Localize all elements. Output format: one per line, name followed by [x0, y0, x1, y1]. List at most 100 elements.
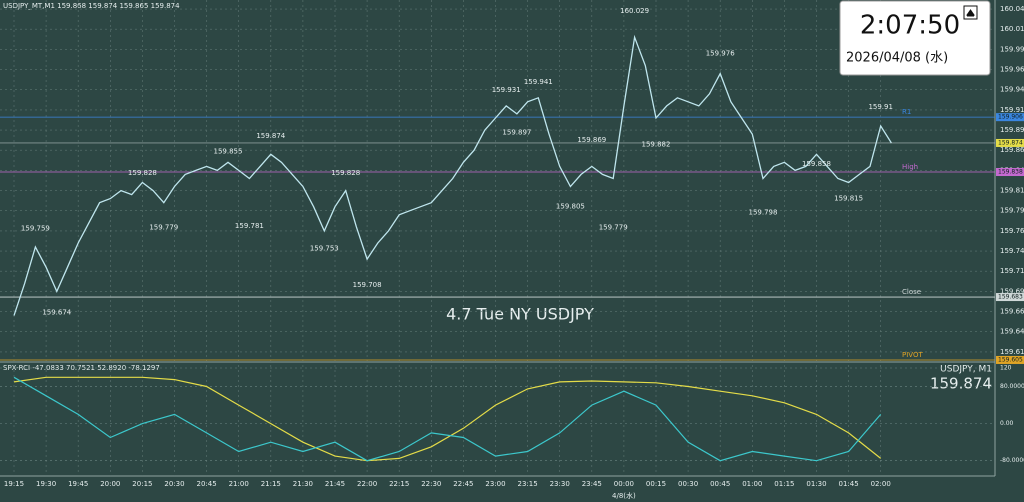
level-value: 159.838 — [998, 169, 1023, 176]
price-annotation: 159.779 — [599, 224, 628, 232]
x-tick-label: 00:15 — [646, 480, 666, 488]
price-annotation: 159.869 — [577, 136, 606, 144]
osc-tick-label: 80.0000 — [1000, 383, 1024, 390]
y-tick-label: 159.865 — [1000, 146, 1024, 154]
x-tick-label: 21:30 — [293, 480, 313, 488]
x-tick-label: 23:30 — [550, 480, 570, 488]
x-tick-label: 21:45 — [325, 480, 345, 488]
x-tick-label: 01:00 — [742, 480, 762, 488]
y-tick-label: 159.665 — [1000, 308, 1024, 316]
y-tick-label: 159.715 — [1000, 267, 1024, 275]
price-annotation: 159.874 — [256, 132, 285, 140]
y-tick-label: 160.015 — [1000, 25, 1024, 33]
x-tick-label: 20:00 — [100, 480, 120, 488]
price-annotation: 159.941 — [524, 78, 553, 86]
clock-box — [839, 0, 991, 76]
x-tick-label: 22:00 — [357, 480, 377, 488]
price-annotation: 159.781 — [235, 222, 264, 230]
x-tick-label: 01:30 — [806, 480, 826, 488]
x-tick-label: 20:15 — [132, 480, 152, 488]
y-tick-label: 159.615 — [1000, 348, 1024, 356]
clock-widget: 2:07:50 2026/04/08 (水) — [839, 0, 991, 76]
x-tick-label: 20:45 — [197, 480, 217, 488]
level-tag — [996, 355, 1024, 364]
level-name: R1 — [902, 108, 911, 116]
oscillator-line — [13, 376, 882, 462]
price-annotation: 159.828 — [331, 169, 360, 177]
x-tick-label: 20:30 — [164, 480, 184, 488]
x-tick-label: 00:30 — [678, 480, 698, 488]
y-tick-label: 159.890 — [1000, 126, 1024, 134]
price-annotation: 160.029 — [620, 7, 649, 15]
y-tick-label: 159.790 — [1000, 207, 1024, 215]
current-price-tag — [996, 138, 1024, 147]
y-tick-label: 159.740 — [1000, 247, 1024, 255]
x-tick-label: 22:45 — [453, 480, 473, 488]
osc-tick-label: 120 — [1000, 365, 1012, 372]
current-price-large: 159.874 — [930, 375, 992, 393]
level-name: Close — [902, 288, 921, 296]
x-tick-label: 22:30 — [421, 480, 441, 488]
date-label: 4/8(水) — [612, 491, 636, 500]
level-value: 159.906 — [998, 114, 1023, 121]
price-annotation: 159.815 — [834, 195, 863, 203]
level-value: 159.605 — [998, 356, 1023, 363]
y-tick-label: 159.765 — [1000, 227, 1024, 235]
x-tick-label: 00:00 — [614, 480, 634, 488]
y-tick-label: 159.690 — [1000, 287, 1024, 295]
x-tick-label: 19:30 — [36, 480, 56, 488]
chart-header: USDJPY_MT,M1 159.868 159.874 159.865 159… — [3, 2, 180, 10]
price-annotation: 159.897 — [502, 128, 531, 136]
oscillator-line — [13, 376, 882, 462]
x-tick-label: 00:45 — [710, 480, 730, 488]
clock-date: 2026/04/08 (水) — [846, 51, 948, 66]
x-tick-label: 01:45 — [839, 480, 859, 488]
price-annotation: 159.882 — [642, 141, 671, 149]
clock-icon-glyph — [966, 9, 975, 17]
price-line — [13, 34, 892, 316]
x-tick-label: 19:45 — [68, 480, 88, 488]
y-tick-label: 159.815 — [1000, 187, 1024, 195]
price-annotation: 159.976 — [706, 50, 735, 58]
clock-icon[interactable] — [963, 5, 978, 20]
y-tick-label: 159.940 — [1000, 86, 1024, 94]
level-tag — [996, 293, 1024, 302]
x-tick-label: 01:15 — [774, 480, 794, 488]
level-tag — [996, 113, 1024, 122]
level-value: 159.683 — [998, 294, 1023, 301]
price-annotation: 159.931 — [492, 86, 521, 94]
x-tick-label: 21:15 — [261, 480, 281, 488]
price-annotation: 159.828 — [128, 169, 157, 177]
price-annotation: 159.708 — [353, 281, 382, 289]
x-tick-label: 23:45 — [582, 480, 602, 488]
x-tick-label: 22:15 — [389, 480, 409, 488]
x-tick-label: 19:15 — [4, 480, 24, 488]
clock-time: 2:07:50 — [860, 11, 960, 41]
level-name: PIVOT — [902, 351, 923, 359]
y-tick-label: 160.040 — [1000, 5, 1024, 13]
price-annotation: 159.805 — [556, 203, 585, 211]
y-tick-label: 159.640 — [1000, 328, 1024, 336]
level-tag — [996, 168, 1024, 177]
price-annotation: 159.753 — [310, 245, 339, 253]
y-tick-label: 159.990 — [1000, 45, 1024, 53]
price-annotation: 159.91 — [868, 103, 893, 111]
current-price: 159.874 — [998, 139, 1023, 146]
x-tick-label: 23:15 — [518, 480, 538, 488]
y-tick-label: 159.915 — [1000, 106, 1024, 114]
y-tick-label: 159.965 — [1000, 66, 1024, 74]
symbol-label: USDJPY, M1 — [940, 365, 992, 375]
price-annotation: 159.759 — [21, 225, 50, 233]
x-tick-label: 21:00 — [229, 480, 249, 488]
level-name: High — [902, 163, 918, 171]
price-annotation: 159.674 — [42, 308, 71, 316]
price-annotation: 159.858 — [802, 160, 831, 168]
chart-title: 4.7 Tue NY USDJPY — [446, 305, 594, 324]
price-annotation: 159.798 — [749, 208, 778, 216]
x-tick-label: 02:00 — [871, 480, 891, 488]
osc-tick-label: 0.00 — [1000, 420, 1014, 427]
price-annotation: 159.855 — [214, 147, 243, 155]
price-annotation: 159.779 — [149, 224, 178, 232]
